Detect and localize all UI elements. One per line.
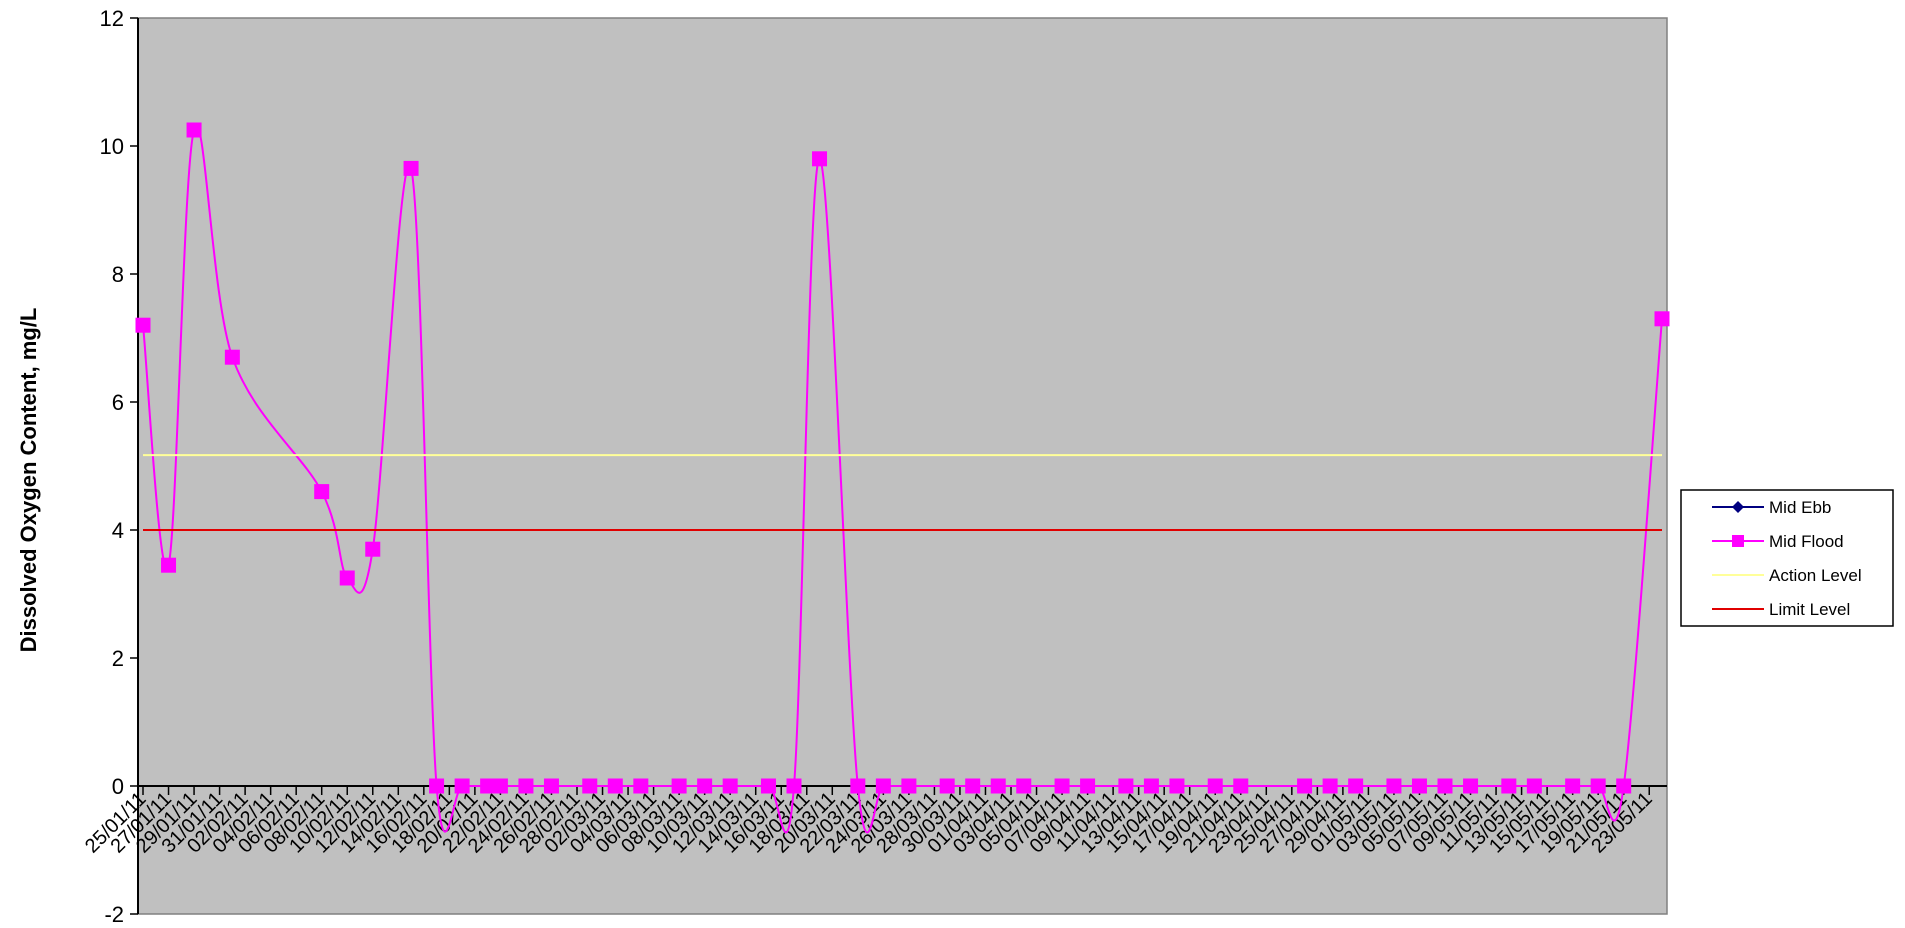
y-tick-label: 4	[112, 518, 124, 543]
mid-flood-point	[760, 778, 776, 794]
mid-flood-point	[1565, 778, 1581, 794]
mid-flood-point	[135, 317, 151, 333]
legend-label-mid-flood: Mid Flood	[1769, 532, 1844, 551]
mid-flood-point	[850, 778, 866, 794]
mid-flood-point	[786, 778, 802, 794]
mid-flood-point	[454, 778, 470, 794]
y-tick-label: 6	[112, 390, 124, 415]
y-tick-label: 12	[100, 6, 124, 31]
mid-flood-point	[1143, 778, 1159, 794]
mid-flood-point	[633, 778, 649, 794]
y-tick-label: 8	[112, 262, 124, 287]
mid-flood-point	[480, 778, 496, 794]
y-axis: -2 0 2 4 6 8 10 12	[100, 6, 139, 927]
mid-flood-point	[582, 778, 598, 794]
y-tick-label: -2	[104, 902, 124, 927]
series-markers	[135, 122, 1670, 794]
mid-flood-point	[1501, 778, 1517, 794]
legend-marker-mid-ebb	[1732, 501, 1744, 513]
mid-flood-point	[939, 778, 955, 794]
mid-flood-point	[1463, 778, 1479, 794]
mid-flood-point	[1590, 778, 1606, 794]
mid-flood-point	[1080, 778, 1096, 794]
mid-flood-point	[901, 778, 917, 794]
y-tick-label: 2	[112, 646, 124, 671]
mid-flood-point	[1297, 778, 1313, 794]
legend: Mid Ebb Mid Flood Action Level Limit Level	[1680, 489, 1894, 627]
mid-flood-point	[722, 778, 738, 794]
mid-flood-point	[1654, 311, 1670, 327]
mid-flood-point	[875, 778, 891, 794]
mid-flood-point	[224, 349, 240, 365]
mid-flood-point	[1411, 778, 1427, 794]
mid-flood-point	[1118, 778, 1134, 794]
legend-box	[1680, 489, 1894, 627]
mid-flood-point	[965, 778, 981, 794]
mid-flood-point	[1348, 778, 1364, 794]
legend-label-limit-level: Limit Level	[1769, 600, 1850, 619]
mid-flood-point	[543, 778, 559, 794]
y-axis-label: Dissolved Oxygen Content, mg/L	[16, 308, 41, 653]
mid-flood-point	[403, 160, 419, 176]
legend-label-mid-ebb: Mid Ebb	[1769, 498, 1831, 517]
y-tick-label: 10	[100, 134, 124, 159]
mid-flood-point	[1016, 778, 1032, 794]
mid-flood-point	[812, 151, 828, 167]
mid-flood-point	[365, 541, 381, 557]
mid-flood-point	[1054, 778, 1070, 794]
mid-flood-point	[1437, 778, 1453, 794]
y-tick-label: 0	[112, 774, 124, 799]
mid-flood-point	[607, 778, 623, 794]
mid-flood-point	[1169, 778, 1185, 794]
mid-flood-point	[186, 122, 202, 138]
plot-area	[137, 17, 1668, 915]
legend-marker-mid-flood	[1732, 535, 1744, 547]
mid-flood-point	[1322, 778, 1338, 794]
mid-flood-point	[1233, 778, 1249, 794]
mid-flood-point	[314, 484, 330, 500]
mid-flood-point	[1526, 778, 1542, 794]
mid-flood-point	[697, 778, 713, 794]
mid-flood-point	[990, 778, 1006, 794]
mid-flood-point	[671, 778, 687, 794]
mid-flood-point	[1207, 778, 1223, 794]
mid-flood-point	[1616, 778, 1632, 794]
mid-flood-point	[518, 778, 534, 794]
mid-flood-point	[429, 778, 445, 794]
legend-label-action-level: Action Level	[1769, 566, 1862, 585]
mid-flood-point	[339, 570, 355, 586]
mid-flood-point	[161, 557, 177, 573]
mid-flood-point	[1386, 778, 1402, 794]
mid-flood-point	[492, 778, 508, 794]
